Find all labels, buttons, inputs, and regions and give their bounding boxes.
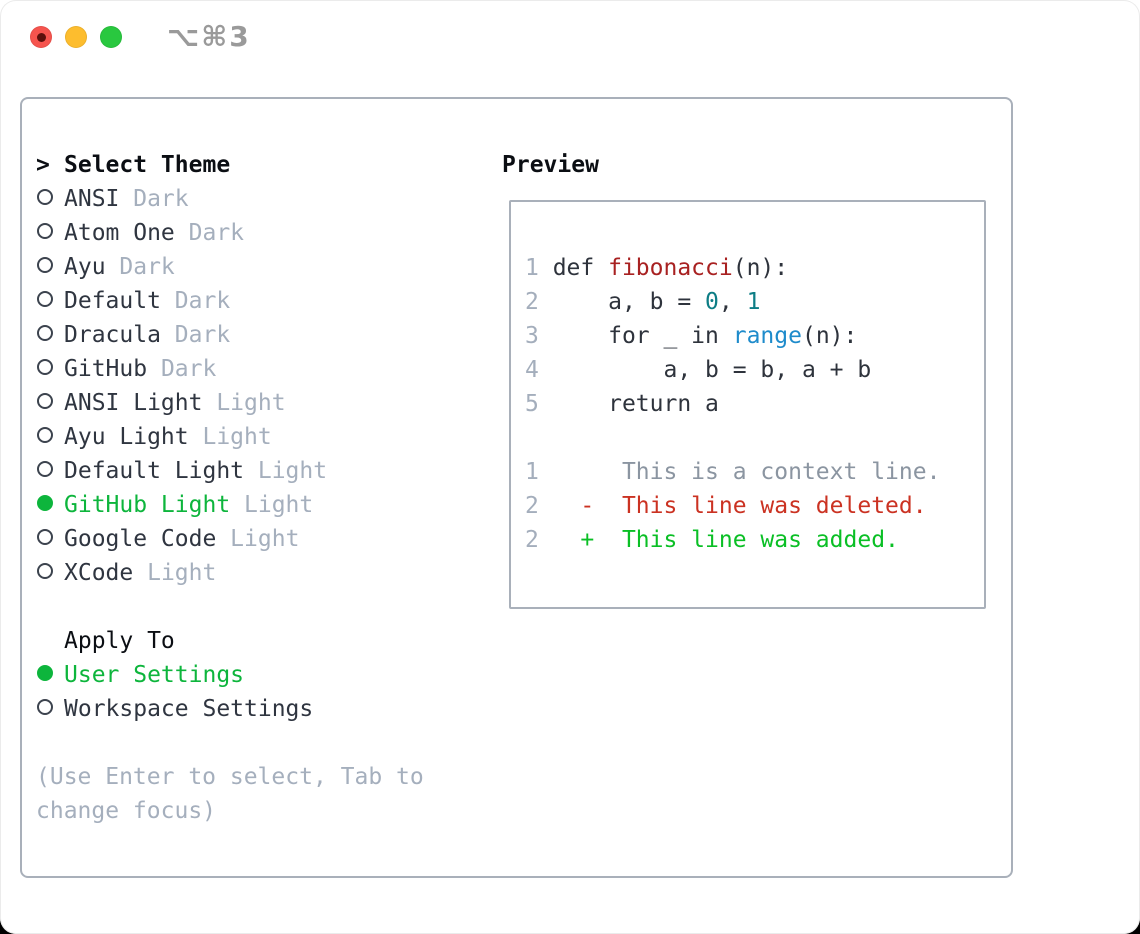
radio-icon <box>37 325 53 341</box>
theme-option-xcode[interactable]: XCode Light <box>36 556 476 590</box>
theme-name: Ayu Light <box>64 424 189 450</box>
theme-picker-column: > Select Theme ANSI Dark Atom One Dark Ayu … <box>36 148 476 828</box>
theme-variant-badge: Light <box>133 560 217 586</box>
theme-variant-badge: Dark <box>160 322 231 348</box>
radio-icon <box>37 359 53 375</box>
theme-option-ayu[interactable]: Ayu Dark <box>36 250 476 284</box>
theme-name: Dracula <box>64 322 161 348</box>
maximize-button[interactable] <box>100 26 122 48</box>
theme-option-default[interactable]: Default Dark <box>36 284 476 318</box>
preview-box: 1 def fibonacci(n): 2 a, b = 0, 1 3 for _ … <box>509 200 986 609</box>
theme-option-dracula[interactable]: Dracula Dark <box>36 318 476 352</box>
apply-to-header: Apply To <box>36 624 476 658</box>
main-panel: > Select Theme ANSI Dark Atom One Dark Ayu … <box>20 97 1013 878</box>
preview-header: Preview <box>502 152 599 178</box>
select-theme-header: > Select Theme <box>36 148 476 182</box>
unsaved-dot-icon <box>36 32 46 42</box>
radio-icon <box>37 563 53 579</box>
apply-option-label: User Settings <box>64 662 245 688</box>
hint-text: (Use Enter to select, Tab to change focu… <box>36 764 424 824</box>
apply-option-workspace-settings[interactable]: Workspace Settings <box>36 692 476 726</box>
code-line: 1 def fibonacci(n): <box>525 255 789 281</box>
radio-selected-icon <box>37 665 53 681</box>
radio-icon <box>37 189 53 205</box>
code-line: 2 - This line was deleted. <box>525 493 927 519</box>
preview-code: 1 def fibonacci(n): 2 a, b = 0, 1 3 for _ … <box>511 202 984 557</box>
theme-name: Google Code <box>64 526 217 552</box>
code-line <box>525 421 984 455</box>
close-button[interactable] <box>30 26 52 48</box>
apply-to-list: User Settings Workspace Settings <box>36 658 476 726</box>
theme-list: ANSI Dark Atom One Dark Ayu Dark Default Da… <box>36 182 476 590</box>
theme-name: XCode <box>64 560 134 586</box>
theme-name: ANSI <box>64 186 120 212</box>
theme-variant-badge: Light <box>230 492 314 518</box>
code-line: 2 a, b = 0, 1 <box>525 289 761 315</box>
theme-name: Default Light <box>64 458 245 484</box>
theme-variant-badge: Light <box>216 526 300 552</box>
theme-option-ansi-light[interactable]: ANSI Light Light <box>36 386 476 420</box>
radio-icon <box>37 461 53 477</box>
theme-name: GitHub Light <box>64 492 231 518</box>
theme-variant-badge: Dark <box>105 254 175 280</box>
theme-option-atom-one[interactable]: Atom One Dark <box>36 216 476 250</box>
theme-option-github[interactable]: GitHub Dark <box>36 352 476 386</box>
apply-option-label: Workspace Settings <box>64 696 314 722</box>
spacer <box>36 590 476 624</box>
theme-variant-badge: Dark <box>160 288 231 314</box>
radio-icon <box>37 291 53 307</box>
minimize-button[interactable] <box>65 26 87 48</box>
radio-icon <box>37 257 53 273</box>
theme-variant-badge: Light <box>244 458 328 484</box>
theme-variant-badge: Dark <box>147 356 217 382</box>
radio-icon <box>37 427 53 443</box>
theme-variant-badge: Dark <box>119 186 189 212</box>
code-line: 5 return a <box>525 391 719 417</box>
theme-option-google-code[interactable]: Google Code Light <box>36 522 476 556</box>
theme-name: Atom One <box>64 220 175 246</box>
code-line: 4 a, b = b, a + b <box>525 357 872 383</box>
theme-option-ansi[interactable]: ANSI Dark <box>36 182 476 216</box>
theme-option-ayu-light[interactable]: Ayu Light Light <box>36 420 476 454</box>
apply-to-header-label: Apply To <box>64 628 175 654</box>
theme-variant-badge: Dark <box>174 220 245 246</box>
theme-option-default-light[interactable]: Default Light Light <box>36 454 476 488</box>
code-line: 1 This is a context line. <box>525 459 941 485</box>
window-title: ⌥⌘3 <box>167 20 251 53</box>
titlebar: ⌥⌘3 <box>0 0 1140 75</box>
theme-name: GitHub <box>64 356 148 382</box>
theme-variant-badge: Light <box>188 424 272 450</box>
theme-name: ANSI Light <box>64 390 203 416</box>
theme-name: Ayu <box>64 254 106 280</box>
radio-icon <box>37 699 53 715</box>
radio-selected-icon <box>37 495 53 511</box>
code-line: 2 + This line was added. <box>525 527 899 553</box>
theme-option-github-light[interactable]: GitHub Light Light <box>36 488 476 522</box>
radio-icon <box>37 223 53 239</box>
theme-variant-badge: Light <box>202 390 286 416</box>
theme-name: Default <box>64 288 161 314</box>
traffic-lights <box>30 26 122 48</box>
select-theme-header-label: Select Theme <box>64 152 231 178</box>
radio-icon <box>37 393 53 409</box>
apply-option-user-settings[interactable]: User Settings <box>36 658 476 692</box>
spacer <box>36 726 476 760</box>
radio-icon <box>37 529 53 545</box>
code-line: 3 for _ in range(n): <box>525 323 858 349</box>
prompt-icon: > <box>36 152 50 178</box>
